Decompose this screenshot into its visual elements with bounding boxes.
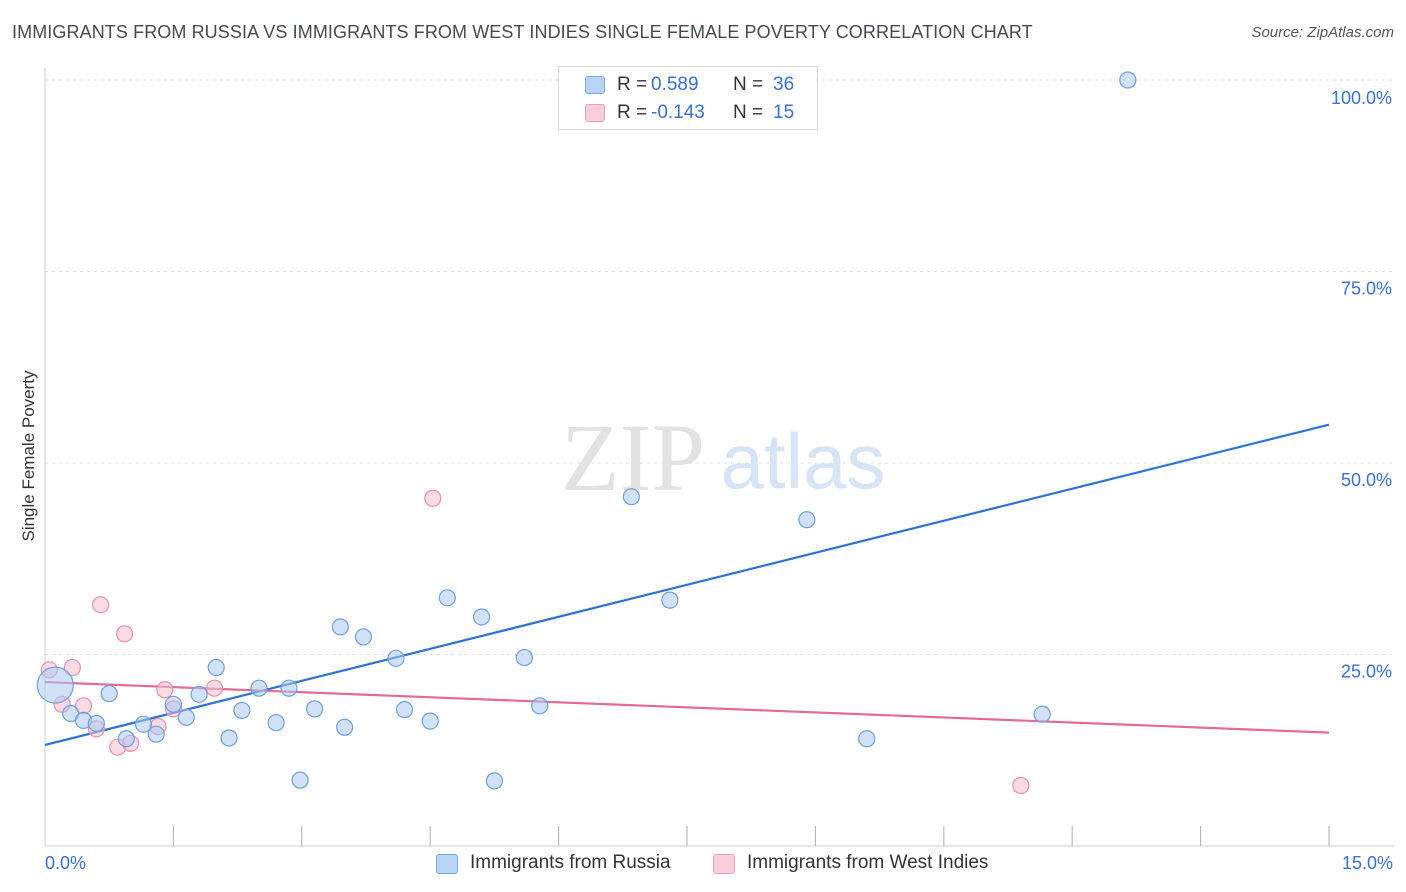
west-indies-point-12: [205, 679, 224, 697]
russia-point-34: [1033, 705, 1051, 723]
russia-point-13: [233, 701, 251, 720]
west-indies-point-13: [424, 489, 442, 507]
west-indies-n-value: 15: [773, 102, 795, 123]
russia-point-31: [661, 591, 679, 609]
legend-label-russia: Immigrants from Russia: [470, 852, 671, 873]
russia-point-9: [177, 708, 195, 726]
west-indies-point-14: [1012, 776, 1030, 795]
russia-n-label: N =: [733, 74, 764, 95]
russia-r-label: R =: [617, 74, 648, 95]
x-tick-label-max: 15.0%: [1342, 853, 1393, 873]
russia-point-7: [147, 725, 165, 743]
russia-point-28: [515, 648, 533, 667]
series-legend: Immigrants from Russia Immigrants from W…: [0, 852, 1406, 878]
russia-point-25: [438, 589, 456, 607]
west-indies-point-7: [116, 625, 134, 643]
russia-point-30: [622, 488, 640, 506]
russia-point-29: [531, 697, 549, 715]
russia-point-11: [207, 658, 225, 677]
legend-swatch-west-indies: [713, 854, 735, 874]
chart-title: IMMIGRANTS FROM RUSSIA VS IMMIGRANTS FRO…: [12, 22, 1033, 42]
russia-point-4: [100, 684, 118, 703]
watermark-atlas: atlas: [721, 417, 886, 505]
russia-point-32: [798, 511, 816, 529]
russia-point-17: [291, 771, 309, 789]
point-layer: [36, 71, 1137, 795]
correlation-legend: R = 0.589 N = 36 R = -0.143 N = 15: [558, 66, 818, 130]
russia-point-22: [387, 649, 405, 667]
russia-point-0: [36, 666, 74, 704]
russia-point-14: [250, 679, 268, 697]
russia-point-8: [164, 695, 182, 713]
russia-point-26: [472, 608, 491, 626]
west-indies-point-10: [156, 681, 174, 699]
russia-point-18: [306, 700, 324, 718]
axis-layer: 25.0% 50.0% 75.0% 100.0% 0.0% 15.0%: [44, 68, 1394, 873]
russia-point-20: [336, 718, 354, 736]
watermark: ZIP atlas: [561, 404, 885, 511]
russia-swatch: [585, 76, 605, 94]
russia-point-27: [485, 772, 503, 790]
y-tick-label-50: 50.0%: [1341, 470, 1392, 490]
russia-point-6: [134, 715, 153, 733]
russia-point-12: [220, 729, 238, 747]
russia-point-16: [280, 679, 298, 697]
west-indies-point-2: [63, 658, 81, 677]
russia-point-33: [858, 730, 876, 748]
legend-row-west-indies: R = -0.143 N = 15: [559, 99, 817, 127]
russia-point-21: [354, 628, 373, 646]
russia-r-value: 0.589: [651, 74, 699, 95]
y-axis-title: Single Female Poverty: [19, 370, 38, 542]
russia-point-35: [1119, 71, 1137, 89]
legend-swatch-russia: [436, 854, 458, 874]
west-indies-point-5: [92, 596, 110, 614]
legend-row-russia: R = 0.589 N = 36: [559, 71, 817, 99]
russia-point-3: [87, 714, 105, 733]
russia-point-23: [395, 701, 414, 719]
russia-n-value: 36: [773, 74, 795, 95]
legend-label-west-indies: Immigrants from West Indies: [747, 852, 989, 873]
x-tick-label-min: 0.0%: [45, 853, 86, 873]
west-indies-swatch: [585, 104, 605, 122]
y-tick-label-75: 75.0%: [1341, 279, 1392, 299]
russia-point-24: [421, 712, 439, 730]
russia-point-5: [117, 730, 135, 748]
west-indies-r-value: -0.143: [651, 102, 705, 123]
west-indies-n-label: N =: [733, 102, 764, 123]
source-label: Source: ZipAtlas.com: [1251, 24, 1394, 41]
west-indies-r-label: R =: [617, 102, 648, 123]
russia-point-10: [190, 685, 208, 703]
y-tick-label-100: 100.0%: [1331, 88, 1392, 108]
russia-point-19: [331, 618, 349, 636]
grid-layer: [45, 79, 1394, 655]
russia-point-15: [267, 714, 285, 732]
y-tick-label-25: 25.0%: [1341, 662, 1392, 682]
